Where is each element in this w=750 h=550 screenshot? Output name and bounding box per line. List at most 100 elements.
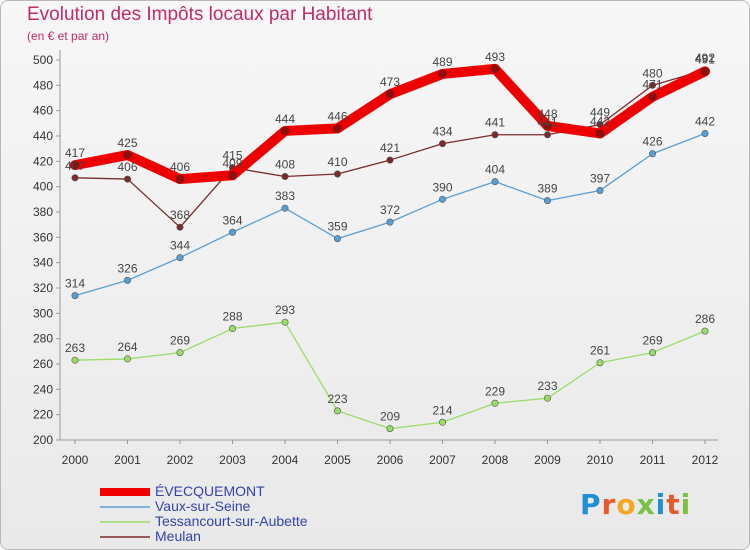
data-label-vaux-sur-seine-2008: 404 (485, 163, 505, 177)
data-label-tessancourt-sur-aubette-2007: 214 (432, 403, 452, 417)
x-tick-label-2006: 2006 (377, 453, 404, 467)
data-point-tessancourt-sur-aubette-2005 (333, 407, 341, 415)
data-point-meulan-2006 (386, 156, 394, 164)
data-label-evecquemont-2004: 444 (275, 112, 295, 126)
data-point-meulan-2007 (438, 140, 446, 148)
x-tick-label-2000: 2000 (62, 453, 89, 467)
chart-series-lines (70, 63, 710, 433)
data-label-vaux-sur-seine-2005: 359 (327, 220, 347, 234)
logo-letter: o (616, 488, 637, 521)
x-tick-label-2001: 2001 (114, 453, 141, 467)
logo-letter: x (636, 488, 656, 521)
data-point-evecquemont-2009 (543, 121, 552, 131)
data-point-tessancourt-sur-aubette-2012 (701, 327, 709, 335)
data-point-evecquemont-2002 (175, 174, 185, 184)
chart-axes: 200 220 240 260 280 300 320 340 360 380 400 420 440 4… (33, 50, 719, 467)
y-tick-label-280: 280 (33, 332, 53, 346)
data-point-evecquemont-2011 (648, 92, 657, 102)
data-label-evecquemont-2000: 417 (65, 146, 85, 160)
x-tick-label-2002: 2002 (167, 453, 194, 467)
y-tick-label-200: 200 (33, 433, 53, 447)
data-point-vaux-sur-seine-2007 (438, 195, 446, 203)
data-point-vaux-sur-seine-2005 (333, 235, 341, 243)
data-point-evecquemont-2010 (595, 129, 605, 138)
data-point-vaux-sur-seine-2009 (543, 197, 551, 205)
data-point-vaux-sur-seine-2002 (176, 254, 184, 262)
data-point-tessancourt-sur-aubette-2004 (281, 318, 289, 326)
y-tick-label-420: 420 (33, 154, 53, 168)
data-label-meulan-2005: 410 (327, 155, 347, 169)
data-label-meulan-2003: 415 (222, 149, 242, 163)
data-label-meulan-2002: 368 (170, 208, 190, 222)
data-label-evecquemont-2012: 491 (695, 52, 715, 66)
data-point-vaux-sur-seine-2011 (648, 150, 656, 158)
x-tick-label-2011: 2011 (640, 453, 666, 467)
x-tick-label-2009: 2009 (534, 453, 561, 467)
data-point-tessancourt-sur-aubette-2001 (124, 355, 132, 363)
chart-data-labels: 407 406 368 415 408 410 421 434 441 441 449 480 492 3… (65, 50, 715, 424)
data-point-vaux-sur-seine-2010 (596, 186, 604, 194)
data-label-tessancourt-sur-aubette-2011: 269 (642, 334, 662, 348)
y-tick-label-320: 320 (33, 281, 53, 295)
data-point-evecquemont-2007 (438, 69, 447, 79)
data-point-vaux-sur-seine-2001 (124, 276, 132, 284)
data-point-evecquemont-2006 (385, 89, 395, 99)
y-tick-label-220: 220 (33, 408, 53, 422)
chart-subtitle: (en € et par an) (27, 29, 110, 43)
data-point-meulan-2005 (333, 170, 341, 178)
data-label-vaux-sur-seine-2001: 326 (117, 261, 137, 275)
data-point-evecquemont-2012 (700, 67, 710, 76)
data-label-meulan-2010: 449 (590, 106, 610, 120)
y-tick-label-260: 260 (33, 357, 53, 371)
data-label-evecquemont-2007: 489 (432, 55, 452, 69)
data-label-tessancourt-sur-aubette-2006: 209 (380, 410, 400, 424)
data-point-evecquemont-2004 (280, 126, 290, 136)
data-point-evecquemont-2001 (123, 150, 132, 160)
data-label-meulan-2006: 421 (380, 141, 400, 155)
logo-letter: r (601, 488, 617, 521)
logo-letter: t (666, 488, 681, 521)
data-label-tessancourt-sur-aubette-2008: 229 (485, 384, 505, 398)
y-tick-label-360: 360 (33, 230, 53, 244)
chart-title: Evolution des Impôts locaux par Habitant (27, 4, 373, 25)
data-label-vaux-sur-seine-2006: 372 (380, 203, 400, 217)
data-point-vaux-sur-seine-2006 (386, 218, 394, 226)
data-point-tessancourt-sur-aubette-2003 (229, 325, 237, 333)
legend-swatch-vaux-sur-seine (100, 506, 150, 508)
data-label-evecquemont-2003: 409 (222, 156, 242, 170)
data-point-tessancourt-sur-aubette-2007 (438, 418, 446, 426)
data-label-meulan-2012: 492 (695, 51, 715, 65)
data-label-vaux-sur-seine-2002: 344 (170, 239, 190, 253)
y-tick-label-380: 380 (33, 205, 53, 219)
data-label-vaux-sur-seine-2009: 389 (537, 182, 557, 196)
y-tick-label-440: 440 (33, 129, 53, 143)
y-tick-label-300: 300 (33, 306, 53, 320)
data-point-vaux-sur-seine-2003 (229, 228, 237, 236)
x-tick-label-2007: 2007 (429, 453, 456, 467)
data-label-tessancourt-sur-aubette-2001: 264 (117, 340, 137, 354)
logo-letter: P (580, 488, 602, 521)
legend-swatch-tessancourt (100, 521, 150, 523)
data-label-tessancourt-sur-aubette-2004: 293 (275, 303, 295, 317)
data-label-tessancourt-sur-aubette-2009: 233 (537, 379, 557, 393)
data-point-vaux-sur-seine-2004 (281, 204, 289, 212)
x-tick-label-2012: 2012 (692, 453, 719, 467)
data-label-meulan-2001: 406 (117, 160, 137, 174)
data-label-tessancourt-sur-aubette-2010: 261 (590, 344, 610, 358)
data-label-evecquemont-2011: 471 (642, 78, 662, 92)
proxiti-logo: Proxiti (580, 488, 691, 521)
data-point-meulan-2002 (176, 223, 184, 231)
x-tick-label-2004: 2004 (272, 453, 299, 467)
data-point-vaux-sur-seine-2000 (71, 292, 79, 300)
y-tick-label-240: 240 (33, 382, 53, 396)
y-tick-label-500: 500 (33, 53, 53, 67)
x-tick-label-2003: 2003 (219, 453, 246, 467)
data-point-tessancourt-sur-aubette-2008 (491, 399, 499, 407)
data-point-tessancourt-sur-aubette-2009 (543, 394, 551, 402)
data-point-tessancourt-sur-aubette-2010 (596, 359, 604, 367)
data-point-tessancourt-sur-aubette-2006 (386, 425, 394, 433)
logo-letter: i (680, 488, 692, 521)
x-tick-label-2008: 2008 (482, 453, 509, 467)
data-label-vaux-sur-seine-2000: 314 (65, 277, 85, 291)
